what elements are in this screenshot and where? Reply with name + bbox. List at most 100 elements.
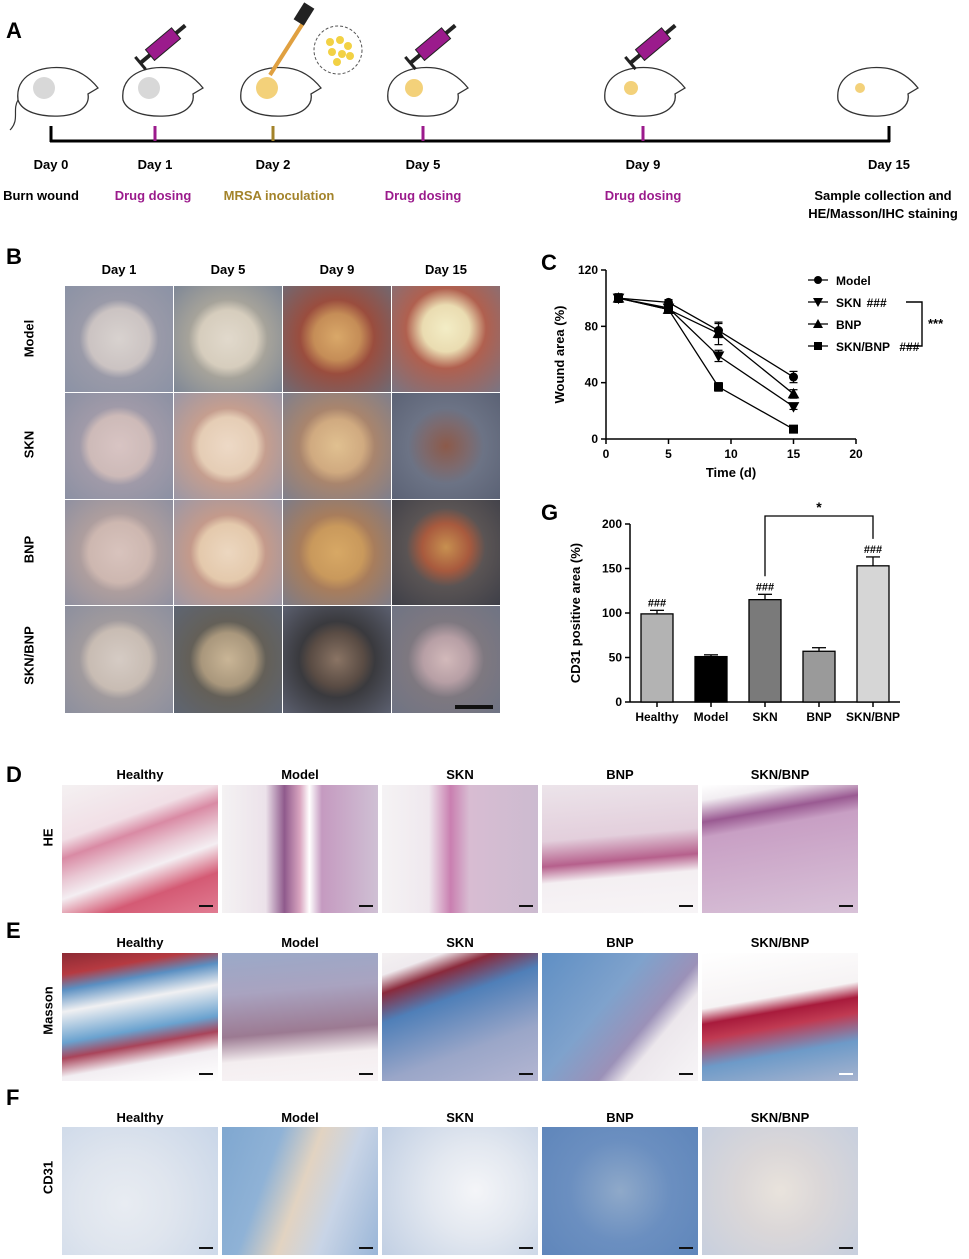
he-image bbox=[62, 785, 218, 913]
y-tick-label: 80 bbox=[585, 319, 599, 333]
scale-bar bbox=[839, 905, 853, 907]
mouse-icon bbox=[387, 66, 469, 117]
scale-bar bbox=[359, 1247, 373, 1249]
wound-photo bbox=[392, 286, 500, 392]
panel-f-col-skn: SKN bbox=[446, 1110, 474, 1125]
wound-photo bbox=[174, 606, 282, 713]
timeline-event-dosing-5: Drug dosing bbox=[384, 188, 462, 203]
timeline-event-mrsa: MRSA inoculation bbox=[223, 188, 335, 203]
panel-d-col-skn: SKN bbox=[446, 767, 474, 782]
data-point bbox=[814, 342, 822, 350]
cd31-image bbox=[702, 1127, 858, 1255]
scale-bar bbox=[679, 1073, 693, 1075]
mouse-icon bbox=[240, 66, 322, 117]
timeline-day-15: Day 15 bbox=[868, 157, 910, 172]
scale-bar bbox=[519, 1247, 533, 1249]
panel-e-col-skn: SKN bbox=[446, 935, 474, 950]
significance-bracket bbox=[764, 515, 874, 577]
timeline-day-2: Day 2 bbox=[255, 157, 291, 172]
cd31-image bbox=[62, 1127, 218, 1255]
cd31-image bbox=[222, 1127, 378, 1255]
wound-photo bbox=[283, 500, 391, 605]
x-tick-label: SKN/BNP bbox=[846, 710, 900, 724]
scale-bar bbox=[199, 1073, 213, 1075]
panel-d-row-he: HE bbox=[40, 828, 56, 847]
data-point bbox=[714, 382, 723, 392]
bacteria-icon bbox=[313, 25, 363, 75]
scale-bar bbox=[519, 905, 533, 907]
series-line bbox=[618, 297, 794, 395]
syringe-icon bbox=[404, 23, 457, 71]
wound-photo bbox=[283, 393, 391, 499]
data-point bbox=[614, 293, 623, 303]
panel-e-row-masson: Masson bbox=[40, 986, 56, 1035]
panel-d-col-model: Model bbox=[281, 767, 319, 782]
timeline-day-5: Day 5 bbox=[405, 157, 441, 172]
syringe-icon bbox=[134, 23, 187, 71]
data-point bbox=[789, 372, 798, 382]
x-tick-label: BNP bbox=[806, 710, 831, 724]
wound-photo bbox=[174, 286, 282, 392]
y-tick-label: 40 bbox=[585, 376, 599, 390]
wound-photo bbox=[65, 606, 173, 713]
y-tick-label: 50 bbox=[609, 651, 623, 665]
wound-photo bbox=[392, 393, 500, 499]
he-image bbox=[222, 785, 378, 913]
significance-label: * bbox=[816, 499, 822, 515]
y-tick-label: 150 bbox=[602, 562, 622, 576]
timeline-event-dosing-9: Drug dosing bbox=[604, 188, 682, 203]
panel-e-col-healthy: Healthy bbox=[116, 935, 164, 950]
series-line bbox=[618, 297, 794, 430]
panel-b-col-day1: Day 1 bbox=[101, 262, 137, 277]
series-line bbox=[618, 297, 794, 408]
masson-image bbox=[382, 953, 538, 1081]
scale-bar bbox=[839, 1073, 853, 1075]
mouse-icon bbox=[122, 66, 204, 117]
panel-d-col-sknbnp: SKN/BNP bbox=[750, 767, 810, 782]
x-tick-label: Model bbox=[694, 710, 729, 724]
panel-e-col-model: Model bbox=[281, 935, 319, 950]
legend-marker bbox=[813, 319, 823, 328]
mouse-icon bbox=[837, 66, 919, 117]
wound-photo bbox=[283, 606, 391, 713]
panel-f-label: F bbox=[6, 1085, 20, 1110]
y-axis-label: Wound area (%) bbox=[552, 306, 567, 404]
syringe-icon bbox=[624, 23, 677, 71]
wound-photo bbox=[65, 286, 173, 392]
y-axis-label: CD31 positive area (%) bbox=[568, 543, 583, 683]
panel-f-col-model: Model bbox=[281, 1110, 319, 1125]
significance-label: *** bbox=[928, 316, 944, 331]
series-BNP bbox=[612, 292, 800, 399]
wound-photo bbox=[174, 500, 282, 605]
y-tick-label: 0 bbox=[615, 695, 622, 709]
legend-significance: ### bbox=[867, 296, 887, 310]
panel-g-label: G bbox=[541, 500, 559, 525]
wound-photo bbox=[392, 606, 500, 713]
x-tick-label: 10 bbox=[724, 447, 738, 461]
series-SKN/BNP bbox=[614, 293, 798, 434]
mouse-icon bbox=[9, 66, 99, 131]
pipette-icon bbox=[268, 2, 315, 77]
he-image bbox=[382, 785, 538, 913]
panel-e-label: E bbox=[6, 918, 21, 943]
panel-b-row-model: Model bbox=[21, 319, 37, 358]
x-tick-label: 5 bbox=[665, 447, 672, 461]
legend-label: BNP bbox=[836, 318, 861, 332]
panel-d-col-healthy: Healthy bbox=[116, 767, 164, 782]
panel-b-row-skn: SKN bbox=[21, 430, 37, 459]
y-tick-label: 120 bbox=[578, 263, 598, 277]
data-point bbox=[664, 304, 673, 314]
x-tick-label: 20 bbox=[849, 447, 863, 461]
legend-marker bbox=[814, 276, 822, 284]
panel-b-label: B bbox=[6, 244, 22, 269]
y-tick-label: 100 bbox=[602, 606, 622, 620]
legend-marker bbox=[813, 298, 823, 307]
x-tick-label: 0 bbox=[603, 447, 610, 461]
wound-photo bbox=[283, 286, 391, 392]
y-tick-label: 200 bbox=[602, 517, 622, 531]
x-axis-label: Time (d) bbox=[706, 465, 756, 480]
data-point bbox=[814, 276, 822, 284]
wound-photo bbox=[65, 393, 173, 499]
data-point bbox=[787, 402, 800, 413]
panel-a-timeline bbox=[9, 2, 919, 143]
